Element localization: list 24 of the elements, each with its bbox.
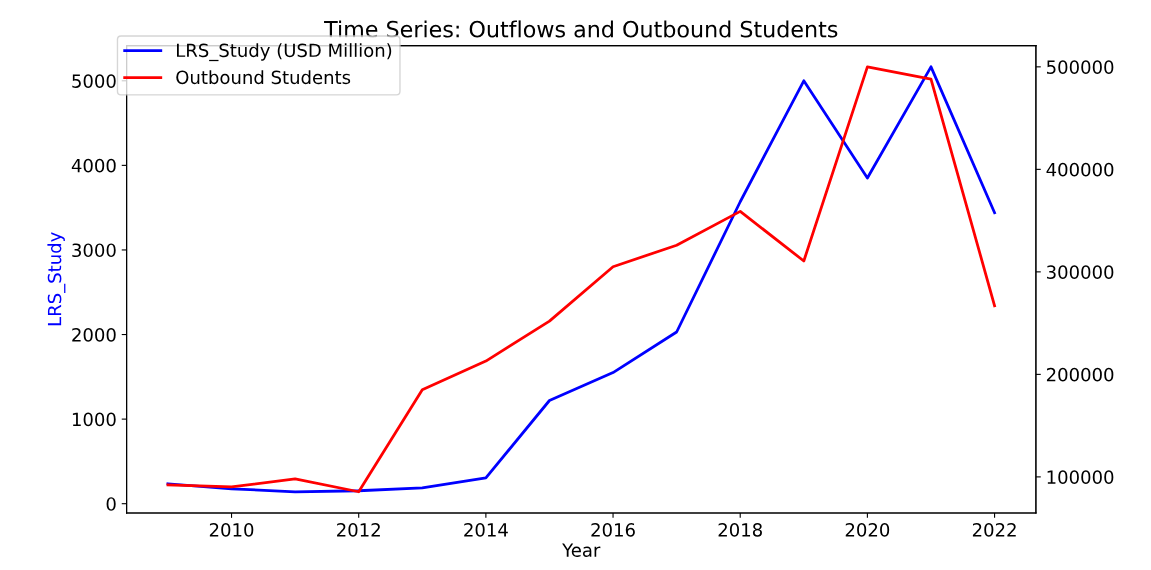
x-tick-label: 2012 [337, 523, 380, 537]
x-tick-label: 2020 [845, 523, 890, 537]
y-tick-label: 4000 [71, 158, 116, 173]
y2-tick-label: 500000 [1047, 60, 1114, 74]
y-tick-label: 2000 [72, 327, 116, 342]
x-tick-label: 2022 [972, 523, 1016, 537]
x-tick-label: 2010 [209, 523, 254, 537]
x-tick-label: 2014 [464, 523, 508, 537]
y2-tick-label: 100000 [1047, 470, 1114, 485]
line-series [166, 65, 996, 494]
y-tick-label: 5000 [72, 74, 116, 88]
y-tick-label: 3000 [72, 243, 116, 258]
legend-label: Outbound Students [176, 70, 351, 85]
y2-tick-label: 300000 [1047, 265, 1114, 279]
y2-tick-label: 200000 [1046, 367, 1114, 382]
y-tick-label: 1000 [72, 412, 116, 427]
y-axis-title: LRS_Study [47, 232, 66, 326]
x-tick-label: 2016 [591, 523, 635, 537]
x-tick-label: 2018 [718, 523, 762, 537]
legend-label: LRS_Study (USD Million) [177, 43, 392, 62]
y2-tick-label: 400000 [1046, 162, 1114, 177]
y-tick-label: 0 [106, 497, 116, 511]
x-axis-title: Year [562, 543, 601, 557]
chart-title: Time Series: Outflows and Outbound Students [324, 20, 838, 38]
